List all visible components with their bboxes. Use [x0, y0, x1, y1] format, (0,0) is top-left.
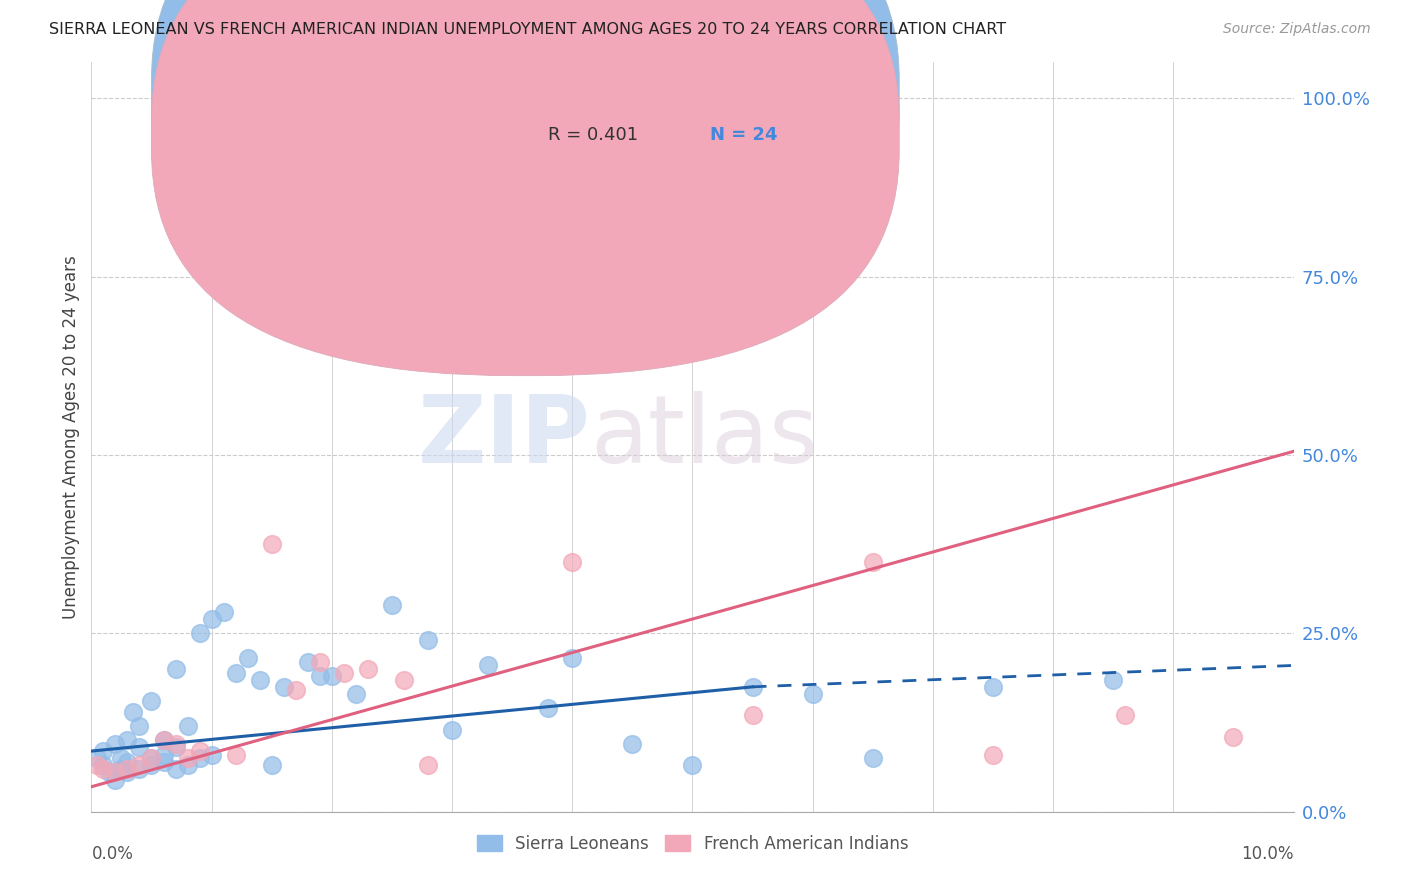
FancyBboxPatch shape — [152, 0, 900, 335]
Text: N = 53: N = 53 — [710, 86, 778, 103]
Point — [416, 758, 439, 772]
Point — [141, 751, 163, 765]
Point — [152, 755, 174, 769]
Point — [93, 744, 115, 758]
Text: Source: ZipAtlas.com: Source: ZipAtlas.com — [1223, 22, 1371, 37]
Point — [225, 665, 247, 680]
Point — [273, 680, 295, 694]
Point — [152, 733, 174, 747]
Point — [1102, 673, 1125, 687]
Point — [117, 765, 139, 780]
Point — [801, 687, 824, 701]
Point — [86, 758, 108, 772]
Point — [201, 612, 224, 626]
Point — [152, 733, 174, 747]
Point — [188, 744, 211, 758]
Point — [176, 719, 198, 733]
Point — [1222, 730, 1244, 744]
Point — [416, 633, 439, 648]
Point — [621, 737, 644, 751]
Point — [561, 651, 583, 665]
Point — [152, 747, 174, 762]
Text: ZIP: ZIP — [418, 391, 591, 483]
Point — [93, 762, 115, 776]
Point — [201, 747, 224, 762]
Point — [86, 751, 108, 765]
Point — [117, 733, 139, 747]
Point — [225, 747, 247, 762]
Point — [681, 758, 703, 772]
Point — [188, 626, 211, 640]
Point — [128, 740, 150, 755]
Point — [104, 737, 127, 751]
Point — [165, 737, 187, 751]
Point — [117, 762, 139, 776]
Point — [1114, 708, 1136, 723]
Point — [236, 651, 259, 665]
Y-axis label: Unemployment Among Ages 20 to 24 years: Unemployment Among Ages 20 to 24 years — [62, 255, 80, 619]
Point — [165, 762, 187, 776]
Text: 0.0%: 0.0% — [91, 846, 134, 863]
Text: R = 0.401: R = 0.401 — [548, 126, 638, 145]
Point — [308, 655, 330, 669]
Point — [117, 755, 139, 769]
Point — [212, 605, 235, 619]
Point — [93, 758, 115, 772]
Point — [862, 751, 884, 765]
Point — [176, 751, 198, 765]
Point — [440, 723, 463, 737]
Point — [981, 747, 1004, 762]
Point — [981, 680, 1004, 694]
Point — [165, 740, 187, 755]
Point — [260, 758, 283, 772]
Point — [333, 665, 356, 680]
Point — [98, 765, 121, 780]
Point — [165, 662, 187, 676]
Point — [741, 680, 763, 694]
Point — [141, 694, 163, 708]
Point — [344, 687, 367, 701]
Text: SIERRA LEONEAN VS FRENCH AMERICAN INDIAN UNEMPLOYMENT AMONG AGES 20 TO 24 YEARS : SIERRA LEONEAN VS FRENCH AMERICAN INDIAN… — [49, 22, 1007, 37]
Point — [188, 751, 211, 765]
Point — [110, 762, 132, 776]
Point — [321, 669, 343, 683]
Text: atlas: atlas — [591, 391, 818, 483]
Point — [862, 555, 884, 569]
Point — [122, 705, 145, 719]
Point — [308, 669, 330, 683]
Point — [104, 772, 127, 787]
Point — [260, 537, 283, 551]
Point — [284, 683, 307, 698]
Point — [477, 658, 499, 673]
Point — [741, 708, 763, 723]
Point — [128, 719, 150, 733]
Point — [141, 751, 163, 765]
Point — [176, 758, 198, 772]
Point — [357, 662, 380, 676]
FancyBboxPatch shape — [494, 70, 855, 163]
FancyBboxPatch shape — [152, 0, 900, 376]
Point — [537, 701, 560, 715]
Legend: Sierra Leoneans, French American Indians: Sierra Leoneans, French American Indians — [470, 829, 915, 860]
Text: R = 0.077: R = 0.077 — [548, 86, 638, 103]
Point — [141, 758, 163, 772]
Point — [110, 751, 132, 765]
Point — [381, 598, 404, 612]
Point — [561, 555, 583, 569]
Point — [297, 655, 319, 669]
Point — [249, 673, 271, 687]
Text: N = 24: N = 24 — [710, 126, 778, 145]
Point — [104, 765, 127, 780]
Text: 10.0%: 10.0% — [1241, 846, 1294, 863]
Point — [392, 673, 415, 687]
Point — [128, 762, 150, 776]
Point — [128, 758, 150, 772]
